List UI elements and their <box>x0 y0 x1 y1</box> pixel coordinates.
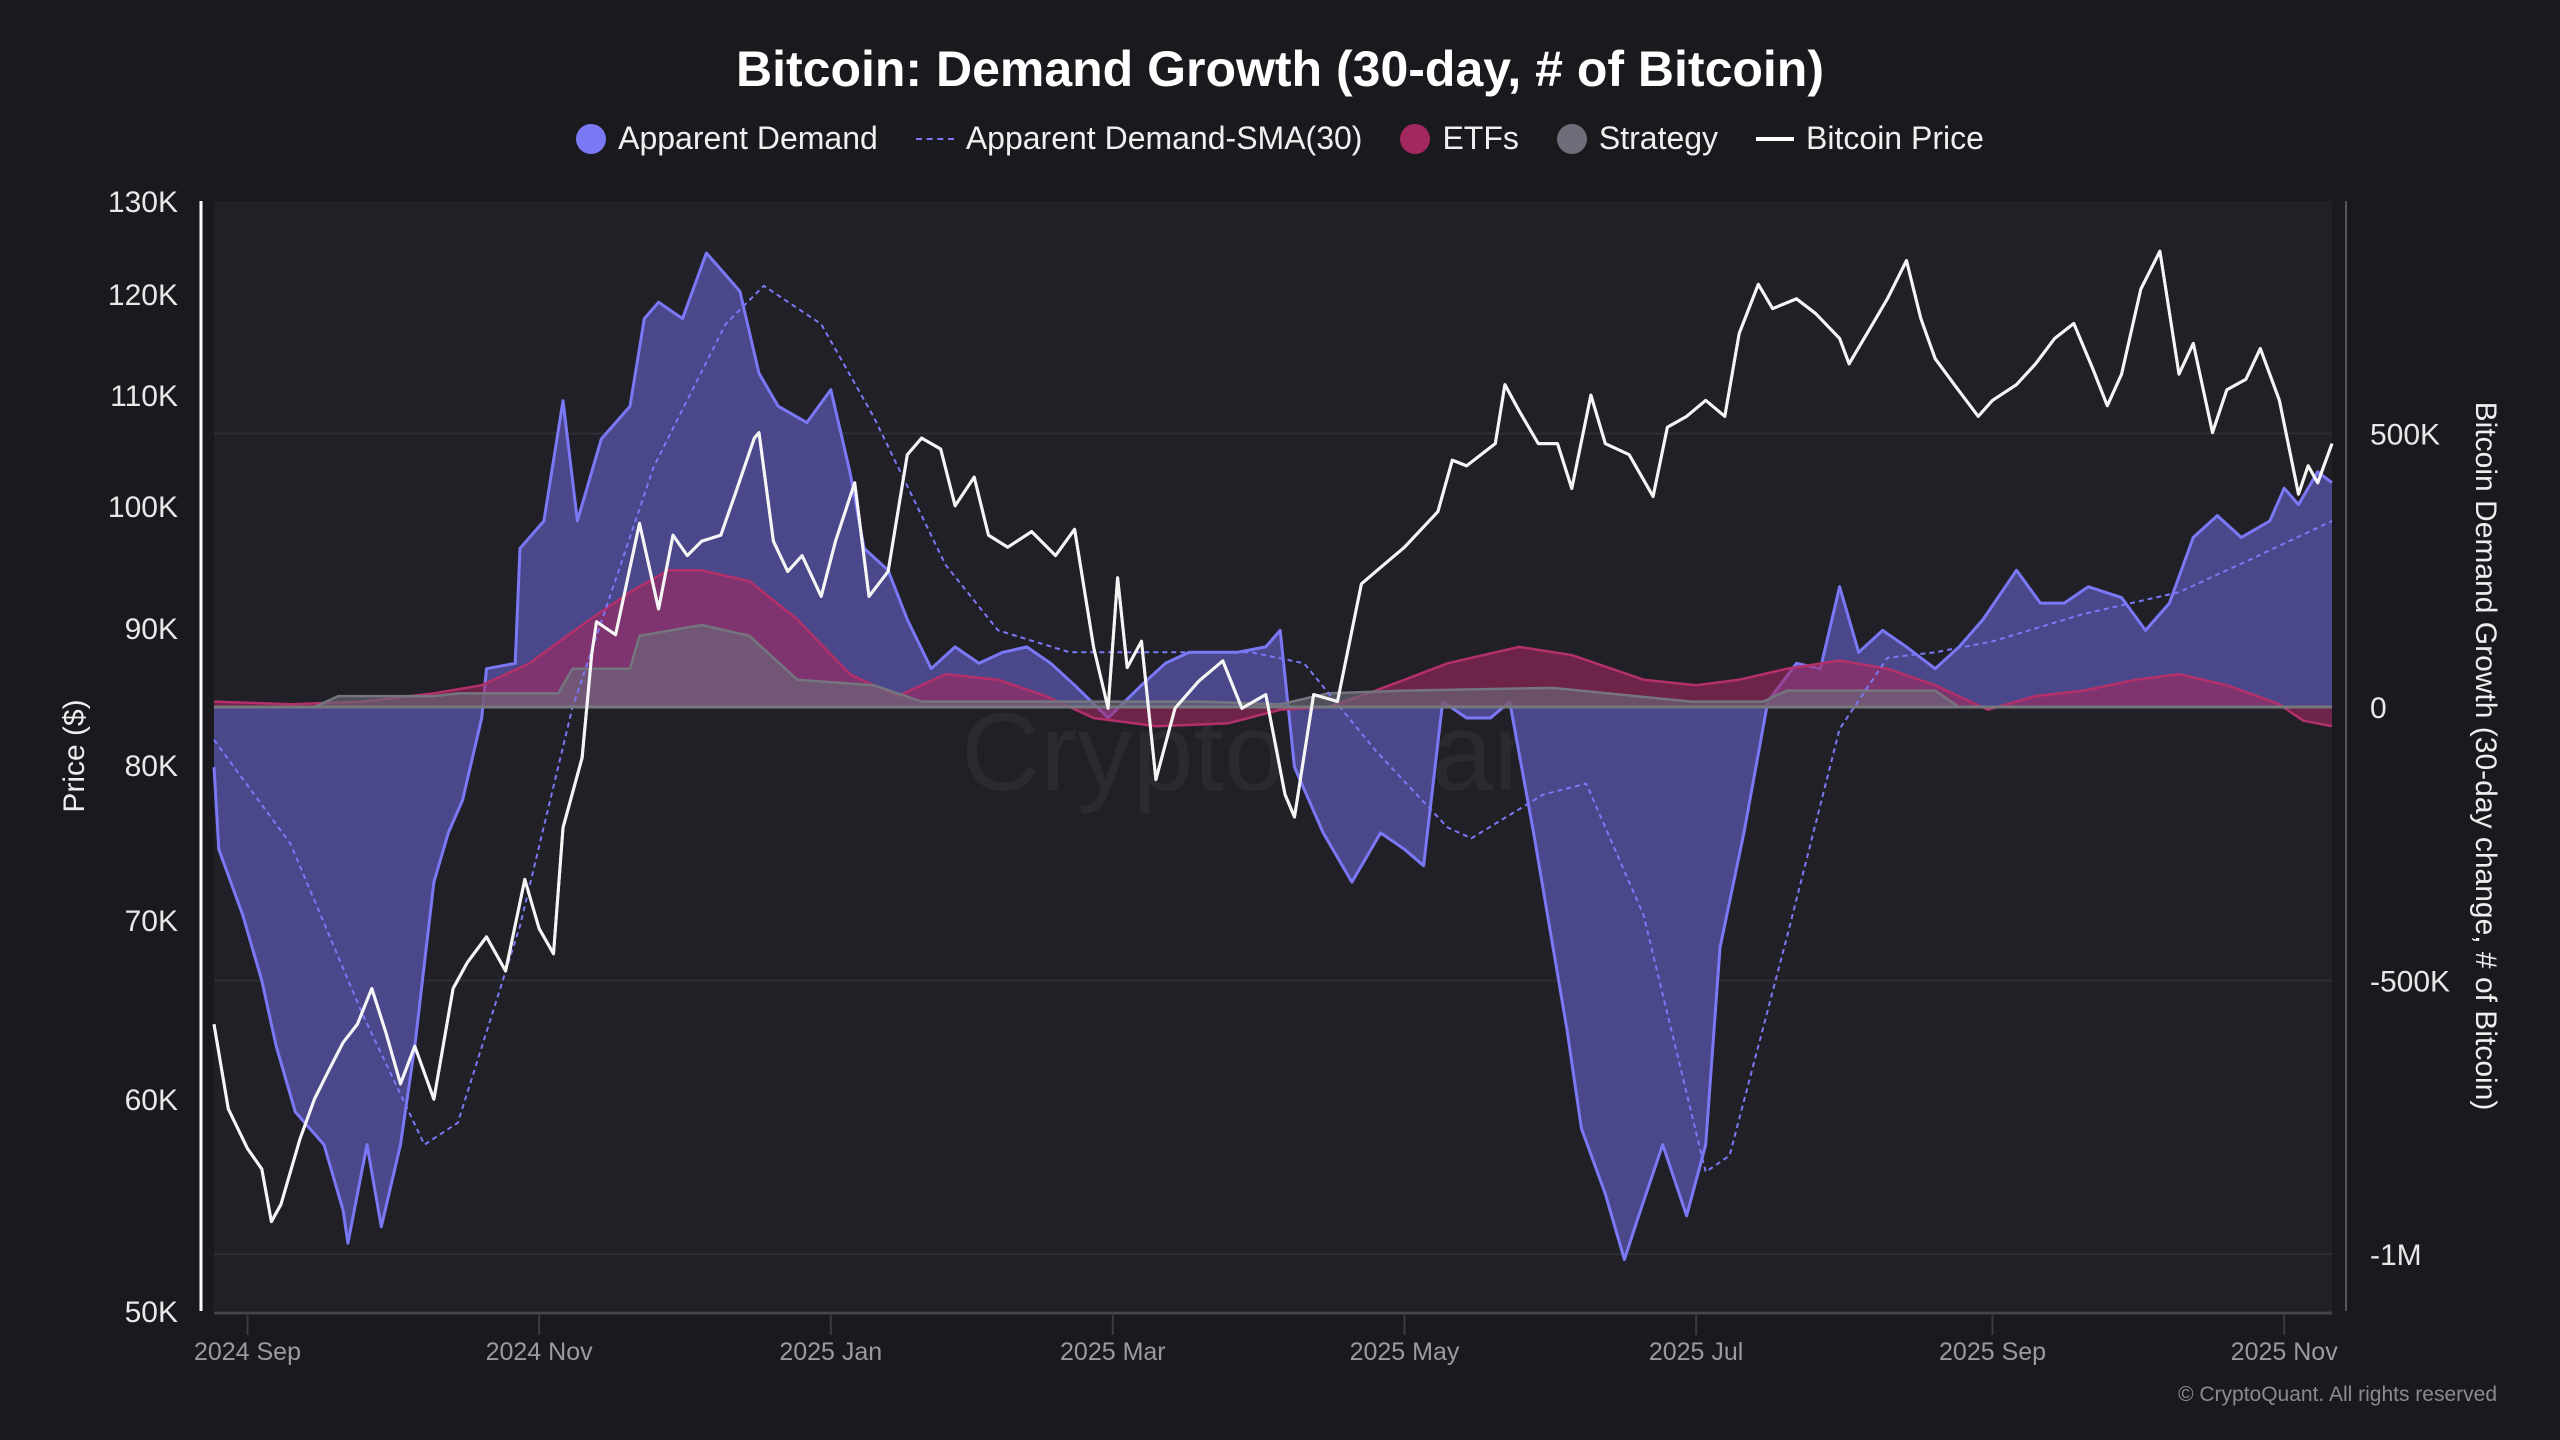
legend-item-apparent-demand[interactable]: Apparent Demand <box>576 120 878 157</box>
plot-area <box>214 201 2332 1311</box>
legend-item-etfs[interactable]: ETFs <box>1400 120 1519 157</box>
x-tick-label: 2025 Sep <box>1939 1338 2046 1366</box>
legend: Apparent Demand Apparent Demand-SMA(30) … <box>0 120 2560 157</box>
y-left-tick-label: 60K <box>125 1084 178 1117</box>
strategy-line <box>214 623 2332 709</box>
apparent-demand-sma-30-line <box>213 284 2333 1173</box>
bitcoin-price-line-top <box>212 249 2334 1224</box>
y-right-tick-label: -1M <box>2370 1239 2422 1272</box>
legend-label: Apparent Demand <box>618 120 878 156</box>
dashed-line-marker-icon <box>915 137 954 140</box>
x-tick-label: 2024 Nov <box>486 1338 594 1366</box>
y-left-tick-label: 100K <box>108 491 178 524</box>
x-tick-label: 2025 Jul <box>1649 1338 1744 1366</box>
y-left-tick-label: 80K <box>125 750 178 783</box>
y-left-tick-label: 50K <box>125 1296 178 1329</box>
x-tick-label: 2024 Sep <box>194 1338 301 1366</box>
legend-item-sma[interactable]: Apparent Demand-SMA(30) <box>915 120 1363 157</box>
etfs-marker-icon <box>1400 123 1431 154</box>
apparent-demand-area <box>214 253 2332 1260</box>
y-left-tick-label: 120K <box>108 279 178 312</box>
y-right-tick-label: 0 <box>2370 692 2387 725</box>
chart-title: Bitcoin: Demand Growth (30-day, # of Bit… <box>735 41 1824 97</box>
legend-label: Apparent Demand-SMA(30) <box>965 120 1363 156</box>
strategy-area <box>214 625 2332 708</box>
y-left-tick-label: 70K <box>125 905 178 938</box>
copyright: © CryptoQuant. All rights reserved <box>2178 1383 2497 1406</box>
x-tick-label: 2025 Mar <box>1060 1338 1166 1366</box>
y-right-tick-label: 500K <box>2370 419 2440 452</box>
legend-label: Strategy <box>1598 120 1719 156</box>
apparent-demand-marker-icon <box>576 123 607 154</box>
strategy-marker-icon <box>1556 123 1587 154</box>
line-marker-icon <box>1756 136 1795 141</box>
y-axis-left-title: Price ($) <box>58 699 91 813</box>
y-left-tick-label: 90K <box>125 613 178 646</box>
y-left-tick-label: 130K <box>108 186 178 219</box>
legend-item-bitcoin-price[interactable]: Bitcoin Price <box>1756 120 1984 157</box>
y-right-tick-label: -500K <box>2370 966 2450 999</box>
y-axis-right-title: Bitcoin Demand Growth (30-day change, # … <box>2469 401 2502 1111</box>
legend-label: ETFs <box>1442 120 1519 156</box>
legend-item-strategy[interactable]: Strategy <box>1556 120 1719 157</box>
x-tick-label: 2025 Jan <box>779 1338 882 1366</box>
y-left-tick-label: 110K <box>110 380 178 413</box>
x-tick-label: 2025 Nov <box>2231 1338 2339 1366</box>
x-tick-label: 2025 May <box>1350 1338 1460 1366</box>
legend-label: Bitcoin Price <box>1806 120 1984 156</box>
